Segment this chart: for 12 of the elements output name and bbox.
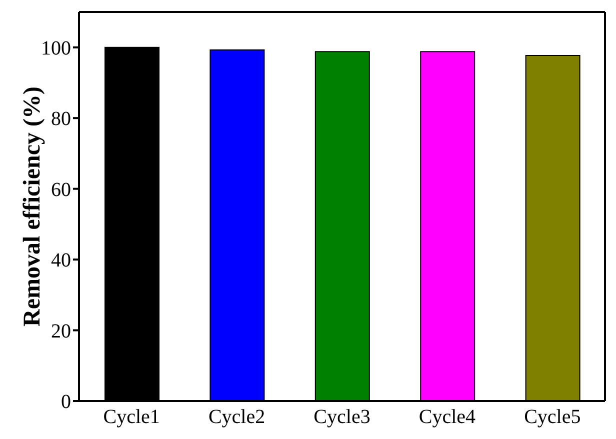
x-tick-label: Cycle5 [524,406,581,428]
x-tick-label: Cycle4 [418,406,476,428]
y-tick-label: 100 [41,37,71,60]
x-tick-label: Cycle2 [208,406,266,428]
y-tick-label: 80 [51,108,71,130]
y-tick-label: 20 [51,320,71,342]
x-tick-label: Cycle1 [103,406,160,428]
y-tick-label: 0 [61,391,71,414]
y-tick-label: 40 [51,250,71,272]
y-tick-label: 60 [51,178,71,201]
y-axis-title: Removal efficiency (%) [20,86,46,326]
x-tick-label: Cycle3 [314,406,370,428]
